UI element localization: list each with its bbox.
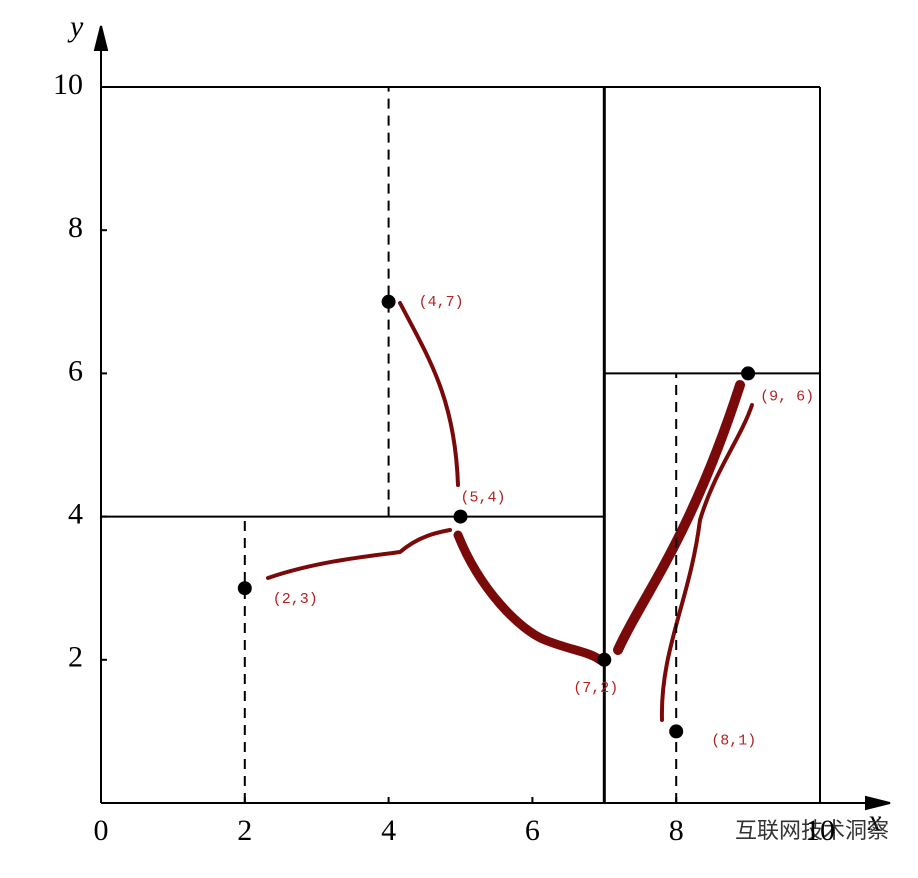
point-label: (5,4) <box>461 490 506 507</box>
y-arrow <box>93 25 109 51</box>
x-tick-label: 8 <box>669 814 684 847</box>
arrow <box>659 403 754 722</box>
x-axis-label: x <box>867 804 882 837</box>
point <box>669 724 684 739</box>
axes <box>93 25 891 811</box>
arrow <box>613 380 745 655</box>
point <box>741 366 756 381</box>
watermark: 互联网技术洞察 <box>735 819 889 844</box>
x-tick-label: 10 <box>805 814 835 847</box>
x-tick-label: 6 <box>525 814 540 847</box>
point <box>597 652 612 667</box>
y-axis-label: y <box>67 10 84 43</box>
y-tick-label: 2 <box>68 641 83 674</box>
point-label: (9, 6) <box>760 388 814 405</box>
x-tick-label: 0 <box>94 814 109 847</box>
point <box>381 294 396 309</box>
y-tick-label: 6 <box>68 354 83 387</box>
point <box>453 509 468 524</box>
x-tick-label: 2 <box>237 814 252 847</box>
arrow <box>398 301 460 487</box>
arrow <box>453 530 605 665</box>
point-label: (7,2) <box>573 680 618 697</box>
point-label: (8,1) <box>711 732 756 749</box>
annotation-arrows <box>266 301 754 722</box>
arrow <box>266 528 452 580</box>
x-arrow <box>865 795 891 811</box>
x-tick-label: 4 <box>381 814 396 847</box>
point-label: (2,3) <box>273 591 318 608</box>
y-tick-label: 10 <box>53 68 83 101</box>
point-label: (4,7) <box>419 294 464 311</box>
y-tick-label: 4 <box>68 497 83 530</box>
y-tick-label: 8 <box>68 211 83 244</box>
point <box>237 581 252 596</box>
